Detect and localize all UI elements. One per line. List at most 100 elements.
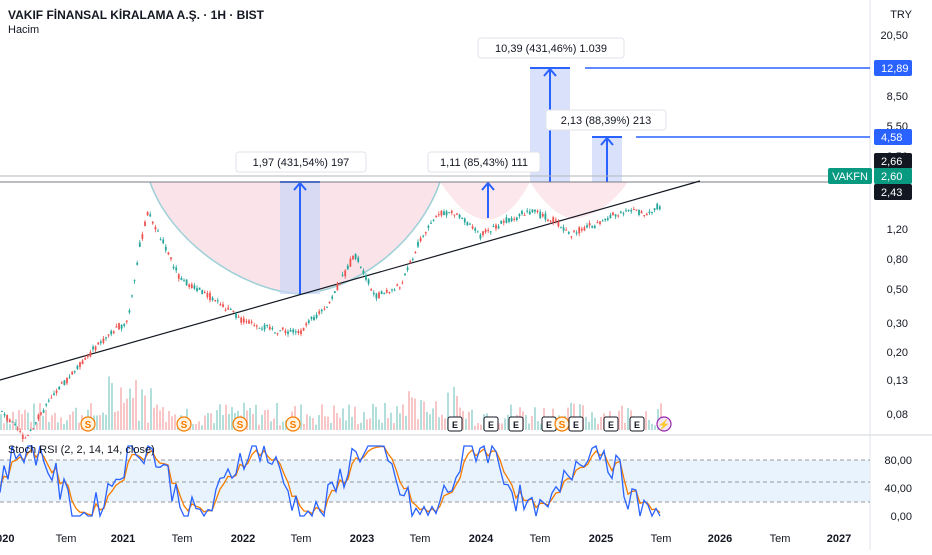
candle-body (414, 252, 417, 254)
time-axis[interactable]: 2020 Tem 2021 Tem 2022 Tem 2023 Tem 2024 Tem 2025 T… (0, 533, 851, 545)
volume-bar (273, 418, 275, 430)
price-tick-label[interactable]: 8,50 (887, 91, 908, 103)
price-label-badge[interactable] (874, 153, 912, 169)
time-tick-label[interactable]: 2027 (827, 533, 851, 545)
stoch-rsi-label[interactable]: Stoch RSI (2, 2, 14, 14, close) (8, 444, 155, 456)
volume-bar (9, 424, 11, 430)
volume-bar (375, 407, 377, 430)
volume-label[interactable]: Hacim (8, 24, 40, 36)
volume-bar (525, 414, 527, 430)
volume-bar (645, 411, 647, 430)
candle-body (362, 270, 365, 274)
candle-body (112, 331, 115, 334)
price-tick-label[interactable]: 1,20 (887, 224, 908, 236)
measure-arrow-head-3 (600, 136, 614, 146)
earnings-marker[interactable]: E (483, 416, 499, 432)
price-tick-label[interactable]: 0,30 (887, 318, 908, 330)
price-label-text[interactable]: 4,58 (881, 132, 902, 144)
candle-body (528, 211, 531, 215)
time-tick-label[interactable]: Tem (770, 533, 791, 545)
candle-body (346, 265, 349, 270)
earnings-marker[interactable]: E (447, 416, 463, 432)
price-label-badge[interactable] (874, 184, 912, 200)
dividend-marker[interactable]: S (285, 416, 301, 432)
volume-bar (45, 409, 47, 430)
earnings-marker[interactable]: E (568, 416, 584, 432)
earnings-marker[interactable]: E (603, 416, 619, 432)
volume-bar (69, 414, 71, 430)
stoch-rsi-tick-label[interactable]: 0,00 (891, 511, 912, 523)
price-tick-label[interactable]: 0,80 (887, 254, 908, 266)
volume-bar (66, 420, 68, 430)
split-marker[interactable]: ⚡ (656, 416, 672, 432)
earnings-marker[interactable]: E (508, 416, 524, 432)
candle-body (341, 274, 344, 276)
volume-bar (198, 421, 200, 430)
time-tick-label[interactable]: 2021 (111, 533, 135, 545)
candle-body (81, 360, 84, 365)
candle-body (227, 307, 230, 310)
time-tick-label[interactable]: Tem (530, 533, 551, 545)
currency-label[interactable]: TRY (890, 9, 912, 21)
candle-body (60, 382, 63, 384)
stoch-rsi-tick-label[interactable]: 80,00 (884, 455, 912, 467)
candle-body (40, 412, 42, 415)
time-tick-label[interactable]: 2026 (708, 533, 732, 545)
price-tick-label[interactable]: 0,20 (887, 347, 908, 359)
price-label-text[interactable]: 2,43 (881, 187, 902, 199)
measurement-label-text: 1,97 (431,54%) 197 (253, 157, 350, 169)
volume-bar (129, 388, 131, 430)
volume-bar (468, 411, 470, 430)
volume-bar (210, 413, 212, 430)
candle-body (149, 214, 152, 217)
candle-body (281, 327, 284, 330)
time-tick-label[interactable]: Tem (410, 533, 431, 545)
candle-body (131, 295, 133, 297)
volume-bar (15, 419, 17, 430)
candle-body (45, 404, 48, 406)
price-tick-label[interactable]: 20,50 (880, 30, 908, 42)
dividend-marker[interactable]: S (554, 416, 570, 432)
time-tick-label[interactable]: Tem (56, 533, 77, 545)
price-label-text[interactable]: 2,66 (881, 156, 902, 168)
time-tick-label[interactable]: 2025 (589, 533, 613, 545)
candle-body (653, 208, 656, 211)
candle-body (575, 232, 578, 234)
earnings-marker[interactable]: E (541, 416, 557, 432)
candle-body (437, 214, 440, 216)
time-tick-label[interactable]: Tem (172, 533, 193, 545)
volume-bar (336, 413, 338, 430)
earnings-marker[interactable]: E (629, 416, 645, 432)
dividend-marker[interactable]: S (80, 416, 96, 432)
price-axis[interactable]: 20,508,505,503,501,200,800,500,300,200,1… (828, 30, 912, 523)
price-tick-label[interactable]: 0,50 (887, 284, 908, 296)
price-label-text[interactable]: 12,89 (881, 63, 909, 75)
price-tick-label[interactable]: 0,13 (887, 375, 908, 387)
candle-body (136, 262, 139, 265)
dividend-marker[interactable]: S (176, 416, 192, 432)
candle-body (645, 213, 648, 216)
time-tick-label[interactable]: 2023 (350, 533, 374, 545)
time-tick-label[interactable]: 2020 (0, 533, 14, 545)
price-label-badge[interactable] (874, 129, 912, 145)
stoch-rsi-tick-label[interactable]: 40,00 (884, 483, 912, 495)
price-tick-label[interactable]: 0,08 (887, 409, 908, 421)
price-label-badge[interactable] (874, 60, 912, 76)
time-tick-label[interactable]: 2024 (469, 533, 494, 545)
candle-body (211, 297, 214, 301)
time-tick-label[interactable]: Tem (651, 533, 672, 545)
candle-body (471, 226, 474, 229)
candle-body (289, 330, 292, 332)
time-tick-label[interactable]: Tem (291, 533, 312, 545)
dividend-marker[interactable]: S (232, 416, 248, 432)
time-tick-label[interactable]: 2022 (231, 533, 255, 545)
volume-bar (357, 423, 359, 430)
price-label-text[interactable]: 2,60 (881, 171, 902, 183)
candle-body (643, 215, 646, 217)
symbol-badge-text[interactable]: VAKFN (832, 171, 868, 183)
symbol-badge[interactable] (828, 168, 872, 184)
symbol-title[interactable]: VAKIF FİNANSAL KİRALAMA A.Ş. · 1H · BIST (8, 8, 264, 22)
price-label-badge[interactable] (874, 168, 912, 184)
